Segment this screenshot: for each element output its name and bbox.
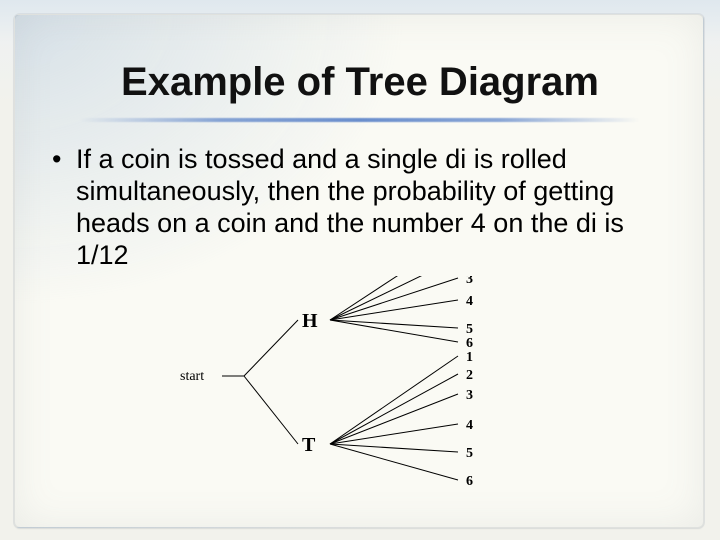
svg-text:4: 4 bbox=[466, 294, 473, 309]
tree-diagram: startH123456T123456 bbox=[180, 276, 520, 536]
svg-text:T: T bbox=[302, 434, 316, 456]
svg-text:6: 6 bbox=[466, 474, 473, 489]
svg-text:3: 3 bbox=[466, 276, 473, 287]
svg-text:H: H bbox=[302, 310, 318, 332]
svg-text:2: 2 bbox=[466, 368, 473, 383]
bullet-dot: • bbox=[52, 144, 76, 271]
slide-title: Example of Tree Diagram bbox=[0, 60, 720, 105]
svg-text:6: 6 bbox=[466, 336, 473, 351]
svg-text:5: 5 bbox=[466, 322, 473, 337]
svg-text:3: 3 bbox=[466, 388, 473, 403]
svg-text:5: 5 bbox=[466, 446, 473, 461]
svg-text:1: 1 bbox=[466, 350, 473, 365]
slide: Example of Tree Diagram • If a coin is t… bbox=[0, 0, 720, 540]
bullet-item: • If a coin is tossed and a single di is… bbox=[52, 144, 680, 271]
svg-text:start: start bbox=[180, 369, 204, 384]
body-text: • If a coin is tossed and a single di is… bbox=[52, 144, 680, 271]
svg-text:4: 4 bbox=[466, 418, 473, 433]
bullet-text: If a coin is tossed and a single di is r… bbox=[76, 144, 680, 271]
title-underline bbox=[80, 118, 640, 122]
